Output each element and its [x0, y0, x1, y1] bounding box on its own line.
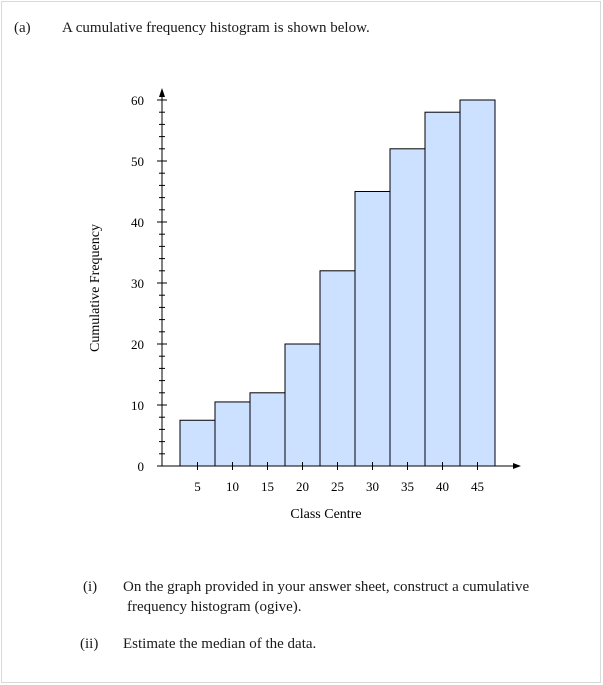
y-axis-label: Cumulative Frequency: [88, 224, 103, 352]
x-axis-arrow: [513, 463, 521, 469]
y-tick-label: 10: [131, 398, 144, 413]
histogram-bar: [319, 270, 356, 467]
y-tick-label: 40: [131, 215, 144, 230]
x-tick-label: 10: [226, 479, 239, 494]
histogram-bar: [389, 148, 426, 467]
x-tick-label: 5: [194, 479, 201, 494]
x-ticks-group: 5 10 15 20 25 30 35 40 45: [194, 462, 484, 494]
part-label: (a): [14, 20, 31, 36]
x-axis-label: Class Centre: [290, 507, 361, 522]
histogram-bar: [459, 99, 496, 467]
subpart-ii-number: (ii): [80, 636, 99, 652]
x-tick-label: 25: [331, 479, 344, 494]
y-tick-label: 0: [138, 459, 145, 474]
cumulative-frequency-histogram: 0 10 20 30 40 50 60 5 10 15 20 25 30 35 40 45 Class Ce…: [88, 88, 521, 522]
subpart-i-line2: frequency histogram (ogive).: [127, 599, 302, 615]
y-tick-label: 20: [131, 337, 144, 352]
x-tick-label: 15: [261, 479, 274, 494]
subpart-i-line1: On the graph provided in your answer she…: [123, 579, 530, 595]
subpart-i-number: (i): [83, 579, 98, 595]
histogram-bar: [284, 343, 321, 467]
y-ticks-group: 0 10 20 30 40 50 60: [131, 93, 167, 474]
histogram-bar: [354, 191, 391, 467]
x-tick-label: 30: [366, 479, 379, 494]
x-tick-label: 40: [436, 479, 449, 494]
y-tick-label: 50: [131, 154, 144, 169]
bars-group: [179, 99, 496, 467]
histogram-bar: [249, 392, 286, 467]
question-intro: A cumulative frequency histogram is show…: [62, 20, 370, 36]
histogram-bar: [424, 111, 461, 467]
subpart-ii-line1: Estimate the median of the data.: [123, 636, 317, 652]
y-tick-label: 60: [131, 93, 144, 108]
x-tick-label: 45: [471, 479, 484, 494]
histogram-bar: [179, 419, 216, 467]
histogram-bar: [214, 401, 251, 467]
x-tick-label: 20: [296, 479, 309, 494]
x-tick-label: 35: [401, 479, 414, 494]
y-tick-label: 30: [131, 276, 144, 291]
y-axis-arrow: [159, 88, 165, 97]
